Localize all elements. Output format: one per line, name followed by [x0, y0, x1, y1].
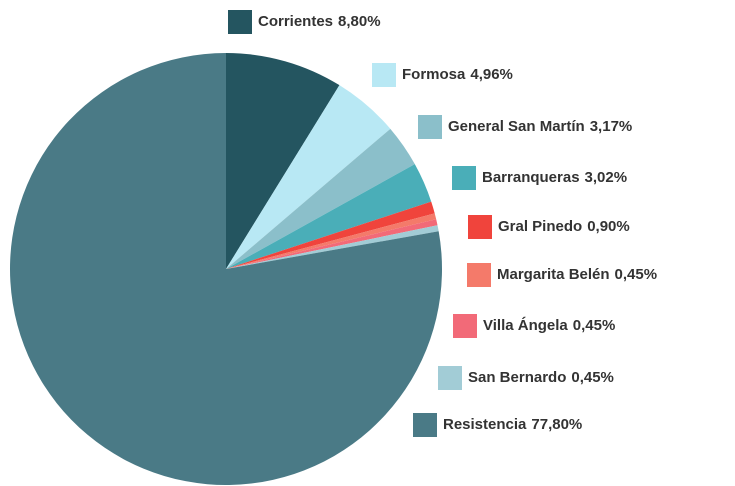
pie-slice	[10, 53, 443, 485]
legend-swatch	[452, 166, 476, 190]
legend-label: Villa Ángela 0,45%	[483, 317, 615, 334]
legend-label: Barranqueras 3,02%	[482, 169, 627, 186]
legend-label: Resistencia 77,80%	[443, 416, 582, 433]
legend-value: 4,96%	[470, 66, 513, 83]
legend-label: Margarita Belén 0,45%	[497, 266, 657, 283]
legend-value: 77,80%	[531, 416, 582, 433]
legend-name: Barranqueras	[482, 169, 580, 186]
legend-name: Villa Ángela	[483, 317, 568, 334]
legend-name: Resistencia	[443, 416, 527, 433]
legend-name: Gral Pinedo	[498, 218, 582, 235]
legend-label: Gral Pinedo 0,90%	[498, 218, 630, 235]
legend-label: General San Martín 3,17%	[448, 118, 632, 135]
legend-swatch	[228, 10, 252, 34]
legend-name: Formosa	[402, 66, 466, 83]
pie-slice	[226, 219, 438, 269]
legend-swatch	[453, 314, 477, 338]
legend-name: General San Martín	[448, 118, 585, 135]
legend-value: 0,45%	[573, 317, 616, 334]
legend-label: Formosa 4,96%	[402, 66, 513, 83]
legend-swatch	[418, 115, 442, 139]
legend-swatch	[467, 263, 491, 287]
legend-value: 8,80%	[338, 13, 381, 30]
legend-swatch	[413, 413, 437, 437]
legend-value: 0,45%	[615, 266, 658, 283]
legend-label: Corrientes 8,80%	[258, 13, 381, 30]
pie-slice	[226, 201, 435, 269]
legend-name: Corrientes	[258, 13, 333, 30]
pie-slice	[226, 213, 437, 269]
legend-value: 3,02%	[585, 169, 628, 186]
pie-slice	[226, 53, 340, 269]
pie-slice	[226, 128, 415, 269]
legend-swatch	[438, 366, 462, 390]
legend-value: 3,17%	[590, 118, 633, 135]
pie-slice	[226, 225, 439, 269]
legend-label: San Bernardo 0,45%	[468, 369, 614, 386]
legend-name: San Bernardo	[468, 369, 566, 386]
legend-swatch	[468, 215, 492, 239]
legend-swatch	[372, 63, 396, 87]
legend-name: Margarita Belén	[497, 266, 610, 283]
legend-value: 0,90%	[587, 218, 630, 235]
legend-value: 0,45%	[571, 369, 614, 386]
pie-slice	[226, 85, 391, 270]
pie-slice	[226, 164, 432, 269]
